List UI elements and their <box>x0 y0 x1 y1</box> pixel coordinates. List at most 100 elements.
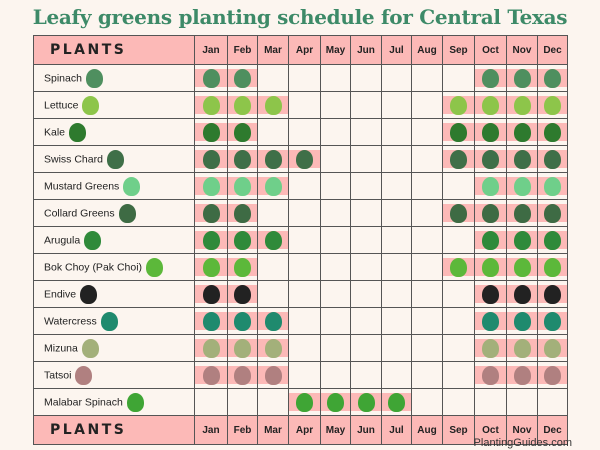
month-cell-sep <box>442 172 475 200</box>
spinach-icon <box>513 68 531 88</box>
plants-header: PLANTS <box>33 35 195 65</box>
source-credit: PlantingGuides.com <box>473 437 572 449</box>
mizuna-icon <box>234 338 251 358</box>
plant-name: Bok Choy (Pak Choi) <box>44 260 143 273</box>
month-cell-apr <box>288 64 321 92</box>
month-cell-aug <box>411 172 443 200</box>
mustard-greens-icon <box>544 176 561 196</box>
month-cell-nov <box>506 118 538 146</box>
month-cell-nov <box>506 172 538 200</box>
month-cell-jul <box>381 91 412 119</box>
month-cell-oct <box>474 145 507 173</box>
month-cell-jul <box>381 253 412 281</box>
spinach-icon <box>85 68 103 88</box>
plant-name-cell: Spinach <box>33 64 195 92</box>
table-row: Swiss Chard <box>33 145 568 173</box>
endive-icon <box>513 284 531 304</box>
month-footer-jul: Jul <box>381 415 412 445</box>
month-cell-apr <box>288 361 321 389</box>
month-header-aug: Aug <box>411 35 443 65</box>
month-cell-aug <box>411 307 443 335</box>
month-cell-feb <box>227 172 258 200</box>
mizuna-icon <box>202 338 220 358</box>
endive-icon <box>544 284 561 304</box>
plant-name-cell: Lettuce <box>33 91 195 119</box>
month-cell-sep <box>442 226 475 254</box>
bok-choy-icon <box>450 257 467 277</box>
tatsoi-icon <box>75 365 93 385</box>
tatsoi-icon <box>482 365 499 385</box>
month-cell-may <box>320 307 351 335</box>
month-footer-nov: Nov <box>506 415 538 445</box>
watercress-icon <box>264 311 282 331</box>
lettuce-icon <box>82 95 100 115</box>
plants-footer-header: PLANTS <box>33 415 195 445</box>
plant-rows: Spinach Lettuce Kale Swiss Chard Mustard Gre… <box>33 64 568 416</box>
plant-name-cell: Collard Greens <box>33 199 195 227</box>
month-cell-may <box>320 118 351 146</box>
mustard-greens-icon <box>264 176 282 196</box>
month-cell-nov <box>506 361 538 389</box>
table-row: Mizuna <box>33 334 568 362</box>
month-cell-jun <box>350 280 382 308</box>
month-cell-jun <box>350 361 382 389</box>
plant-name-cell: Mizuna <box>33 334 195 362</box>
plant-name: Malabar Spinach <box>44 395 123 408</box>
mizuna-icon <box>482 338 499 358</box>
month-cell-jul <box>381 226 412 254</box>
month-cell-dec <box>537 253 568 281</box>
table-row: Malabar Spinach <box>33 388 568 416</box>
swiss-chard-icon <box>544 149 561 169</box>
month-cell-jan <box>194 172 228 200</box>
plant-name: Mustard Greens <box>44 179 120 192</box>
month-footer-may: May <box>320 415 351 445</box>
month-cell-may <box>320 253 351 281</box>
mizuna-icon <box>513 338 531 358</box>
month-header-jul: Jul <box>381 35 412 65</box>
mustard-greens-icon <box>202 176 220 196</box>
month-cell-jul <box>381 172 412 200</box>
mustard-greens-icon <box>513 176 531 196</box>
month-cell-oct <box>474 307 507 335</box>
month-cell-jul <box>381 118 412 146</box>
month-cell-apr <box>288 388 321 416</box>
swiss-chard-icon <box>264 149 282 169</box>
month-cell-jun <box>350 172 382 200</box>
month-header-feb: Feb <box>227 35 258 65</box>
month-cell-mar <box>257 361 289 389</box>
plant-name-cell: Bok Choy (Pak Choi) <box>33 253 195 281</box>
watercress-icon <box>100 311 118 331</box>
mustard-greens-icon <box>482 176 499 196</box>
month-cell-oct <box>474 226 507 254</box>
month-cell-apr <box>288 199 321 227</box>
mizuna-icon <box>544 338 561 358</box>
month-cell-mar <box>257 334 289 362</box>
month-cell-aug <box>411 145 443 173</box>
lettuce-icon <box>482 95 499 115</box>
month-cell-feb <box>227 118 258 146</box>
plant-name: Spinach <box>44 71 82 84</box>
month-cell-apr <box>288 91 321 119</box>
lettuce-icon <box>544 95 561 115</box>
month-header-nov: Nov <box>506 35 538 65</box>
month-cell-apr <box>288 307 321 335</box>
month-footer-oct: Oct <box>474 415 507 445</box>
month-cell-jan <box>194 118 228 146</box>
month-cell-feb <box>227 307 258 335</box>
month-cell-jun <box>350 145 382 173</box>
spinach-icon <box>202 68 220 88</box>
month-cell-mar <box>257 307 289 335</box>
month-footer-sep: Sep <box>442 415 475 445</box>
month-cell-sep <box>442 253 475 281</box>
kale-icon <box>450 122 467 142</box>
arugula-icon <box>234 230 251 250</box>
month-header-mar: Mar <box>257 35 289 65</box>
month-cell-mar <box>257 145 289 173</box>
month-cell-nov <box>506 334 538 362</box>
plant-name-cell: Kale <box>33 118 195 146</box>
month-cell-feb <box>227 91 258 119</box>
month-cell-jan <box>194 307 228 335</box>
arugula-icon <box>202 230 220 250</box>
endive-icon <box>80 284 98 304</box>
month-cell-mar <box>257 280 289 308</box>
